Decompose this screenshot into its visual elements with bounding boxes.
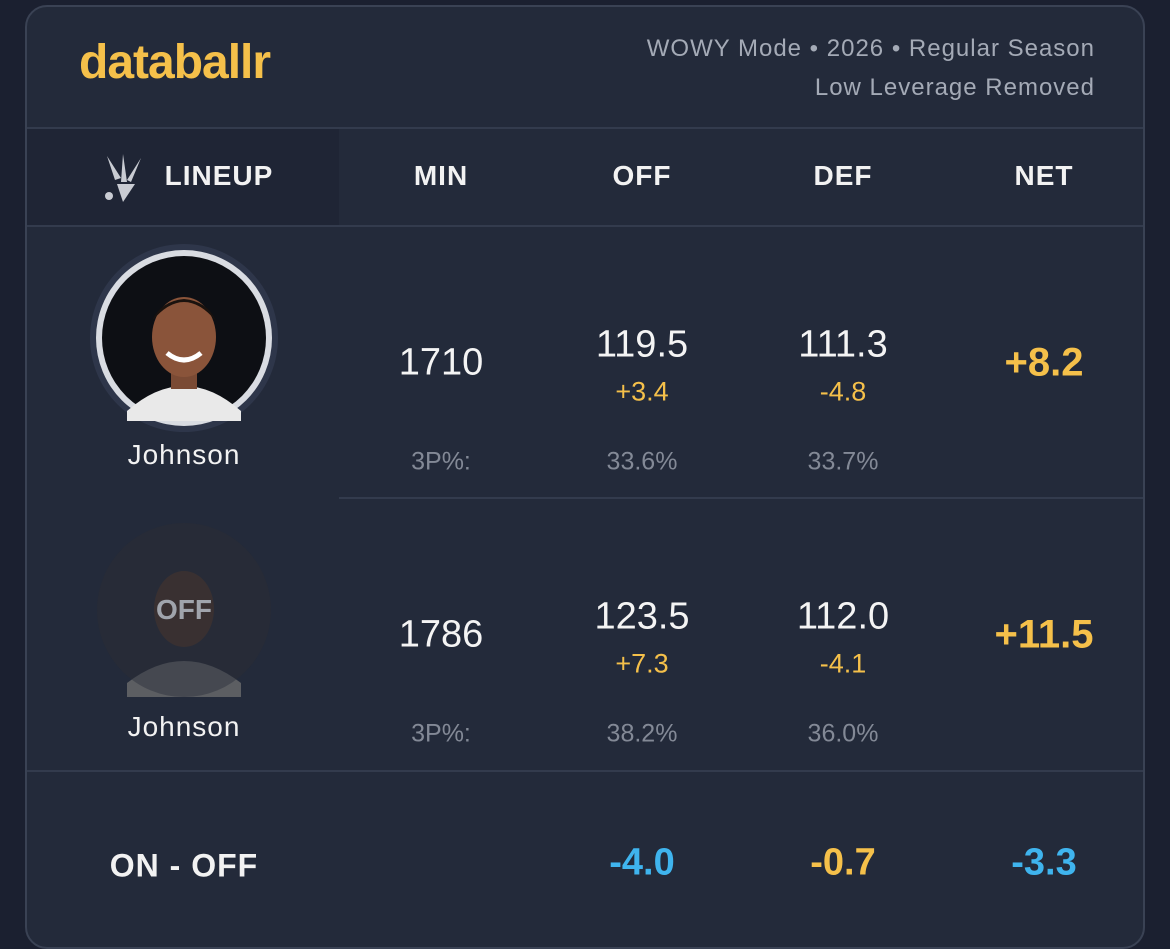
column-header: OFF: [612, 160, 672, 191]
def-3p: 33.7%: [807, 447, 879, 476]
shooting-label: 3P%:: [411, 719, 471, 748]
player-photo: [90, 244, 278, 432]
def-rating: 112.0: [796, 595, 890, 638]
def-diff: -4.1: [819, 648, 867, 679]
status-badge: OFF: [156, 594, 212, 625]
card: databallr WOWY Mode • 2026 • Regular Sea…: [25, 5, 1145, 949]
player-name: Johnson: [127, 711, 241, 742]
off-rating: 119.5: [595, 323, 689, 366]
footer-def: -0.7: [810, 841, 876, 884]
brand: databallr: [79, 36, 271, 89]
def-3p: 36.0%: [807, 719, 879, 748]
divider: [27, 127, 1143, 129]
column-header: LINEUP: [164, 160, 274, 191]
player-name: Johnson: [127, 439, 241, 470]
column-header: MIN: [413, 160, 469, 191]
def-diff: -4.8: [819, 376, 867, 407]
divider: [27, 225, 1143, 227]
off-3p: 33.6%: [606, 447, 678, 476]
off-rating: 123.5: [594, 595, 690, 638]
lineup-header-bg: [27, 129, 339, 225]
off-3p: 38.2%: [606, 719, 678, 748]
column-header: DEF: [813, 160, 873, 191]
footer-net: -3.3: [1011, 841, 1077, 884]
off-diff: +7.3: [615, 648, 669, 679]
net-rating: +8.2: [1004, 340, 1084, 385]
column-header: NET: [1014, 160, 1074, 191]
divider: [27, 770, 1143, 772]
minutes: 1710: [398, 341, 484, 384]
footer-off: -4.0: [609, 841, 675, 884]
footer-label: ON - OFF: [109, 847, 259, 884]
shooting-label: 3P%:: [411, 447, 471, 476]
net-rating: +11.5: [994, 612, 1094, 657]
def-rating: 111.3: [798, 323, 888, 366]
subtitle: Low Leverage Removed: [814, 74, 1095, 101]
subtitle: WOWY Mode • 2026 • Regular Season: [646, 35, 1095, 62]
team-logo: [105, 154, 141, 202]
divider: [339, 497, 1143, 499]
player-photo: [97, 523, 271, 697]
minutes: 1786: [398, 613, 484, 656]
off-diff: +3.4: [615, 376, 669, 407]
